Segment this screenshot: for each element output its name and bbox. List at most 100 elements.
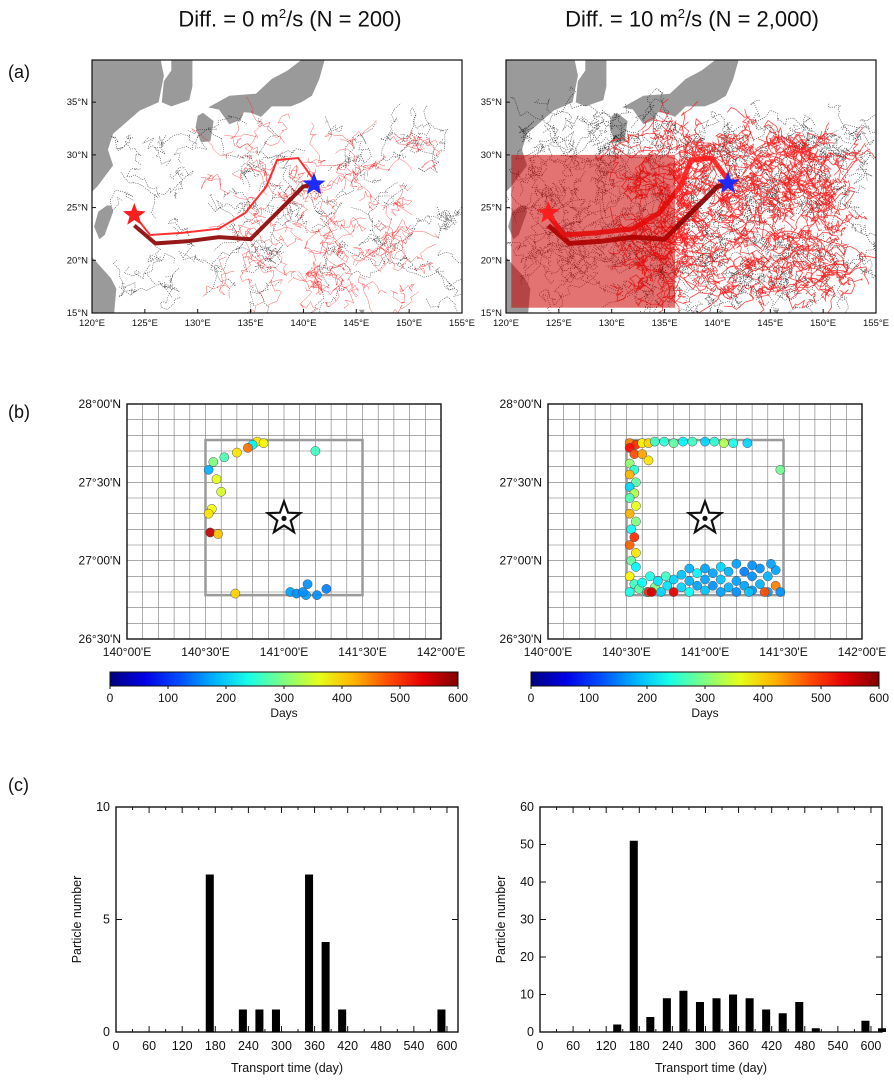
particle-point (755, 579, 765, 590)
trajectory-red (816, 159, 830, 176)
particle-point (739, 566, 750, 577)
bar (811, 1028, 820, 1032)
trajectory-black (829, 144, 849, 158)
trajectory-black (426, 296, 459, 313)
colorbar-tick-label: 500 (390, 691, 410, 705)
bar (437, 1009, 446, 1032)
land-mass (161, 60, 193, 107)
trajectory-black (633, 133, 651, 145)
trajectory-red (791, 228, 811, 254)
trajectory-red (697, 273, 731, 300)
trajectory-red (362, 283, 374, 313)
particle-point (645, 571, 655, 582)
y-tick-label: 28°00'N (500, 397, 542, 411)
particle-point (243, 443, 253, 453)
trajectory-black (553, 135, 577, 163)
trajectory-black (742, 201, 767, 224)
trajectory-black (795, 263, 822, 284)
trajectory-red (357, 276, 387, 294)
trajectory-red (750, 189, 773, 206)
trajectory-black (412, 114, 449, 152)
trajectory-red (621, 143, 665, 157)
particle-point (692, 568, 703, 579)
particle-point (649, 436, 660, 447)
x-tick-label: 141°30'E (338, 645, 386, 659)
particle-point (310, 446, 321, 456)
trajectory-black (269, 182, 305, 220)
trajectory-red (307, 158, 347, 189)
trajectory-red (701, 267, 721, 287)
title-left-sup: 2 (278, 6, 287, 21)
trajectory-black (311, 200, 330, 229)
particle-point (684, 587, 695, 597)
trajectory-black (209, 194, 246, 215)
x-tick-label: 141°00'E (260, 645, 308, 659)
land-mass (358, 309, 365, 313)
trajectory-black (118, 286, 138, 298)
trajectory-red (679, 146, 701, 158)
trajectory-black (534, 98, 573, 128)
trajectory-black (701, 229, 727, 270)
trajectory-red (771, 136, 798, 167)
trajectory-red (834, 210, 854, 233)
trajectory-red (685, 117, 703, 147)
trajectory-red (726, 107, 750, 138)
trajectory-black (773, 169, 822, 218)
x-tick-label: 120°E (493, 318, 519, 329)
x-tick-label: 540 (403, 1039, 424, 1053)
trajectory-black (543, 85, 577, 133)
trajectory-red (745, 273, 779, 295)
trajectory-black (782, 227, 801, 284)
main-corridor (133, 182, 315, 246)
dense-red-cloud (511, 154, 676, 308)
particle-point (684, 576, 695, 586)
trajectory-red (340, 216, 367, 232)
trajectory-red (678, 150, 699, 172)
trajectory-red (822, 177, 848, 210)
scatter-frame (547, 403, 863, 640)
trajectory-black (783, 188, 815, 214)
trajectory-red (238, 154, 269, 196)
map-frame (91, 59, 463, 314)
trajectory-red (288, 201, 309, 226)
y-tick-label: 25°N (481, 203, 502, 214)
map-panel-a-left: 120°E 125°E 130°E 135°E 140°E 145°E 150°E 155°E… (67, 59, 475, 329)
particle-point (668, 587, 679, 597)
trajectory-black (178, 241, 204, 263)
trajectory-red (371, 224, 411, 257)
trajectory-red (747, 235, 772, 250)
trajectory-red (767, 208, 783, 224)
trajectory-black (324, 115, 343, 135)
colorbar-tick-label: 600 (448, 691, 468, 705)
trajectory-red (711, 242, 735, 275)
trajectory-red (709, 237, 741, 261)
bar (712, 998, 721, 1032)
trajectory-black (819, 174, 863, 219)
colorbar-tick-label: 300 (695, 691, 715, 705)
trajectory-black (676, 276, 694, 313)
trajectory-red (789, 259, 844, 300)
x-tick-label: 600 (861, 1039, 882, 1053)
bar (305, 874, 314, 1032)
trajectory-red (676, 169, 693, 218)
x-tick-label: 240 (238, 1039, 259, 1053)
trajectory-red (781, 230, 815, 266)
trajectory-black (249, 280, 281, 313)
trajectory-black (695, 247, 710, 272)
trajectory-red (755, 286, 776, 299)
trajectory-black (758, 236, 791, 261)
trajectory-red (233, 194, 267, 218)
trajectory-black (398, 132, 418, 153)
trajectory-red (344, 282, 359, 298)
trajectory-red (339, 119, 377, 149)
particle-point (216, 486, 227, 497)
trajectory-red (414, 261, 434, 274)
particle-point (203, 464, 214, 475)
particle-point (662, 580, 673, 591)
land-mass (609, 112, 628, 143)
trajectory-red (805, 244, 850, 270)
y-tick-label: 27°30'N (500, 475, 542, 489)
trajectory-red (768, 259, 800, 281)
map-content (92, 60, 462, 313)
x-tick-label: 141°30'E (759, 645, 807, 659)
